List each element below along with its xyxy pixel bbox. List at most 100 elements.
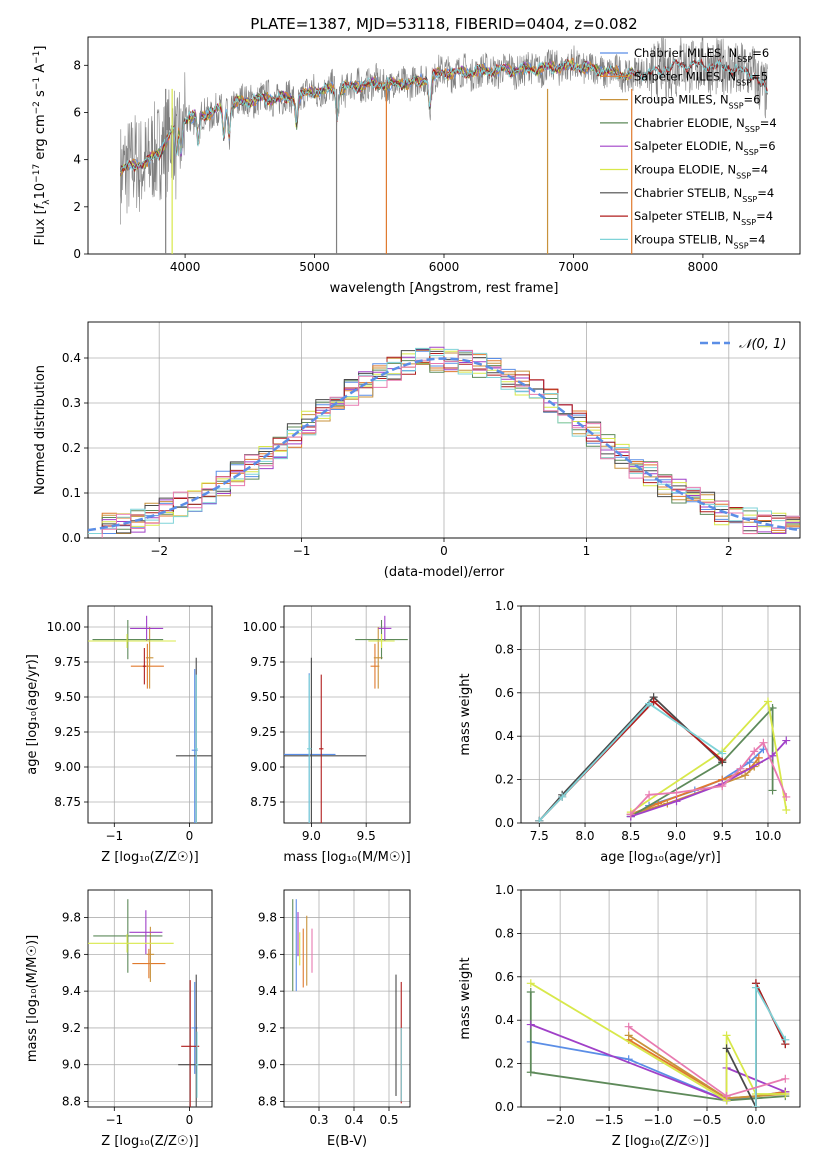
y-tick-label: 9.25 [54, 725, 81, 739]
legend-label: Salpeter ELODIE, N [634, 139, 744, 153]
legend-entry: Salpeter MILES, NSSP=5 [634, 69, 768, 87]
series-marker [751, 983, 760, 992]
legend-label: Chabrier STELIB, N [634, 186, 742, 200]
mass-vs-metallicity-panel: −1 0 8.8 9.0 9.2 9.4 9.6 9.8 Z [log₁₀(Z/Z☉)] mass… [25, 889, 213, 1149]
x-tick-label: −2.0 [546, 1113, 575, 1127]
y-tick-label: 0.3 [62, 396, 81, 410]
legend-label: Kroupa MILES, N [634, 93, 729, 107]
series-marker [722, 1044, 731, 1053]
series-marker [624, 1031, 633, 1040]
series-marker [736, 764, 745, 773]
x-tick-label: 0 [186, 1113, 194, 1127]
massweight-vs-metallicity-panel: −2.0 −1.5 −1.0 −0.5 0.0 0.0 0.2 0.4 0.6 0.8 1.0 Z [… [458, 883, 801, 1149]
y-tick-label: 0.8 [495, 926, 514, 940]
legend-sub: SSP [742, 194, 757, 203]
model-spectrum-8 [120, 58, 768, 172]
y-label-part: 10 [33, 183, 48, 200]
x-tick-label: 0.3 [309, 1113, 328, 1127]
y-tick-label: 9.2 [62, 1021, 81, 1035]
series-marker [526, 1020, 535, 1029]
y-label-part: Flux [ [33, 209, 48, 245]
series-marker [645, 790, 654, 799]
series-marker [782, 792, 791, 801]
y-tick-label: 9.0 [258, 1058, 277, 1072]
legend-normal: 𝒩(0, 1) [739, 337, 786, 352]
y-tick-label: 9.75 [54, 655, 81, 669]
plot-frame [520, 889, 801, 1108]
legend-value: =4 [756, 209, 773, 223]
y-tick-label: 9.0 [62, 1058, 81, 1072]
y-tick-label: 2 [73, 200, 81, 214]
x-tick-label: −1 [105, 1113, 123, 1127]
x-tick-label: −1 [293, 544, 311, 558]
legend-entry: Kroupa STELIB, NSSP=4 [634, 232, 765, 250]
plot-area [284, 615, 408, 823]
y-tick-label: 0.4 [495, 729, 514, 743]
y-label-part: λ [42, 199, 52, 205]
x-tick-label: 4000 [170, 260, 201, 274]
y-tick-label: 9.8 [258, 911, 277, 925]
series-line-8 [538, 702, 723, 822]
age-vs-metallicity-panel: −1 0 8.75 9.00 9.25 9.50 9.75 10.00 Z [log₁₀(Z/Z… [25, 605, 213, 865]
legend-sub: SSP [745, 124, 760, 133]
y-tick-label: 1.0 [495, 883, 514, 897]
y-tick-label: 8.8 [62, 1094, 81, 1108]
x-tick-label: 8.0 [575, 829, 594, 843]
series-marker [781, 1035, 790, 1044]
y-label-part: −1 [32, 51, 42, 64]
y-tick-label: 9.4 [258, 984, 277, 998]
figure-title: PLATE=1387, MJD=53118, FIBERID=0404, z=0… [250, 15, 637, 33]
legend-value: =6 [744, 93, 761, 107]
plot-frame [87, 36, 801, 255]
x-tick-label: 9.0 [302, 829, 321, 843]
legend-label: Salpeter STELIB, N [634, 209, 741, 223]
legend-entry: Salpeter STELIB, NSSP=4 [634, 209, 773, 227]
legend-sub: SSP [729, 101, 744, 110]
series-marker [558, 792, 567, 801]
legend-label: Salpeter MILES, N [634, 69, 736, 83]
y-label-part: −1 [32, 77, 42, 90]
series-marker [768, 786, 777, 795]
series-marker [718, 749, 727, 758]
x-axis-label: mass [log₁₀(M/M☉)] [283, 850, 410, 865]
normal-curve [88, 357, 800, 532]
x-tick-label: 8.5 [621, 829, 640, 843]
series-line-7 [755, 982, 787, 1107]
legend-value: =4 [757, 186, 774, 200]
y-tick-label: 0.1 [62, 486, 81, 500]
series-line-5 [630, 699, 788, 813]
mass-vs-extinction-panel: 0.3 0.4 0.5 8.8 9.0 9.2 9.4 9.6 9.8 E(B-V) [258, 889, 411, 1149]
x-tick-label: 7.5 [530, 829, 549, 843]
plot-frame [87, 605, 213, 824]
plot-area [120, 37, 768, 254]
legend-label: Chabrier ELODIE, N [634, 116, 745, 130]
series-marker [741, 771, 750, 780]
y-tick-label: 0.8 [495, 642, 514, 656]
massweight-vs-age-panel: 7.5 8.0 8.5 9.0 9.5 10.0 0.0 0.2 0.4 0.6 0.8 1.0 age… [458, 599, 801, 865]
x-tick-label: 10.0 [755, 829, 782, 843]
series-marker [645, 699, 654, 708]
x-axis-label: age [log₁₀(age/yr)] [600, 850, 721, 865]
legend-value: =6 [752, 46, 769, 60]
plot-area [535, 693, 791, 823]
series-marker [526, 1068, 535, 1077]
plot-frame [283, 605, 411, 824]
series-marker [751, 1103, 760, 1107]
legend-value: =6 [759, 139, 776, 153]
legend-value: =5 [751, 69, 768, 83]
y-tick-label: 0.4 [62, 351, 81, 365]
x-tick-label: 7000 [558, 260, 589, 274]
x-axis-label: E(B-V) [327, 1134, 367, 1149]
y-label-part: A [33, 64, 48, 77]
y-tick-label: 8.8 [258, 1094, 277, 1108]
x-axis-label: wavelength [Angstrom, rest frame] [330, 281, 559, 296]
y-tick-label: 9.00 [250, 760, 277, 774]
plot-frame [520, 605, 801, 824]
legend-entry: Chabrier STELIB, NSSP=4 [634, 186, 774, 204]
residual-histogram-panel: −2 −1 0 1 2 0.0 0.1 0.2 0.3 0.4 (data-model)/error… [33, 321, 801, 580]
series-marker [781, 1089, 790, 1098]
series-line-2 [628, 1034, 786, 1100]
x-tick-label: −0.5 [692, 1113, 721, 1127]
x-axis-label: (data-model)/error [384, 565, 505, 580]
